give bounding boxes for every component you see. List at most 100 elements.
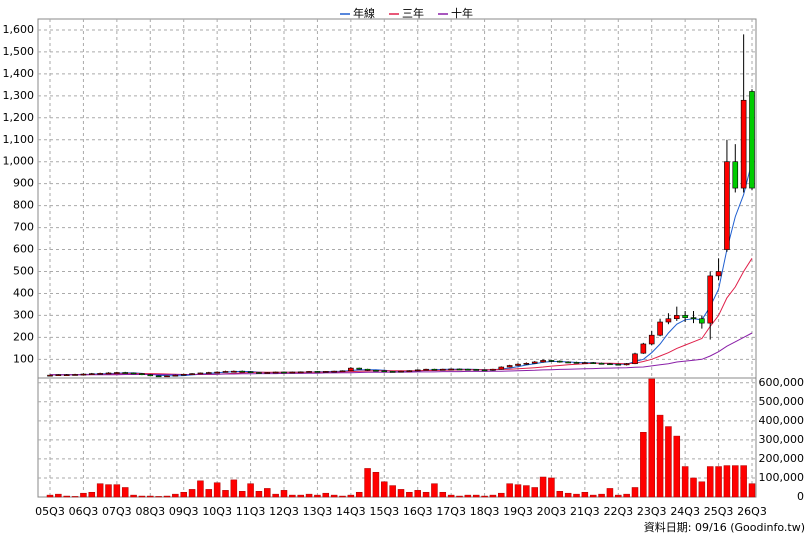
candle-body	[398, 370, 404, 373]
volume-bar	[172, 493, 179, 498]
candle-body	[256, 372, 262, 374]
volume-bar	[698, 481, 706, 498]
candle-body	[740, 99, 747, 189]
y-tick-label: 1,600	[3, 23, 35, 36]
volume-bar	[305, 493, 313, 498]
candle-body	[523, 362, 530, 365]
candle-body	[556, 360, 563, 363]
candle-body	[707, 275, 714, 324]
volume-bar	[80, 492, 87, 498]
candle-body	[272, 371, 279, 374]
volume-bar	[623, 493, 630, 498]
candle-body	[147, 374, 154, 377]
candle-body	[306, 371, 312, 373]
candle-body	[205, 372, 212, 374]
x-tick-label: 19Q3	[503, 505, 533, 518]
candle-body	[247, 371, 254, 373]
candle-body	[114, 372, 120, 374]
volume-bar	[422, 491, 430, 498]
volume-bar	[322, 492, 330, 498]
volume-bar	[205, 489, 213, 498]
volume-bar	[589, 494, 597, 498]
y2-tick-label: 600,000	[759, 376, 805, 389]
ma-line	[50, 161, 753, 377]
x-tick-label: 18Q3	[470, 505, 500, 518]
volume-bar	[648, 378, 655, 498]
candle-body	[724, 161, 730, 250]
candle-body	[389, 371, 396, 373]
candle-body	[582, 362, 588, 364]
candle-body	[673, 315, 680, 320]
volume-bar	[456, 495, 463, 498]
volume-bar	[88, 491, 96, 498]
candle-body	[623, 363, 630, 366]
volume-bar	[222, 490, 229, 498]
candle-body	[356, 367, 363, 370]
volume-bar	[715, 466, 722, 498]
candle-body	[164, 375, 170, 378]
x-tick-label: 16Q3	[403, 505, 433, 518]
volume-bar	[514, 484, 522, 498]
y-tick-label: 1,200	[3, 111, 35, 124]
legend-label: 三年	[402, 6, 424, 20]
x-tick-label: 26Q3	[737, 505, 767, 518]
volume-bar	[406, 491, 413, 498]
volume-bar	[548, 477, 555, 498]
candle-body	[373, 370, 379, 372]
candle-body	[314, 371, 321, 373]
x-tick-label: 11Q3	[236, 505, 266, 518]
y-tick-label: 1,300	[3, 89, 35, 102]
volume-bar	[230, 479, 238, 498]
volume-bar	[706, 466, 714, 498]
volume-bar	[665, 426, 672, 498]
candle-body	[214, 371, 220, 374]
volume-bar	[690, 477, 697, 498]
candle-body	[690, 317, 697, 320]
candle-body	[682, 315, 688, 318]
candle-body	[381, 370, 388, 373]
candle-body	[715, 271, 722, 277]
volume-bar	[673, 435, 681, 498]
volume-bar	[197, 480, 204, 498]
volume-bar	[464, 494, 472, 498]
volume-bar	[397, 489, 405, 498]
volume-bar	[163, 495, 171, 498]
candle-body	[97, 373, 103, 375]
candle-body	[498, 366, 505, 370]
y-tick-label: 1,500	[3, 45, 35, 58]
candle-body	[88, 373, 95, 375]
y-tick-label: 700	[13, 221, 34, 234]
volume-bar	[389, 485, 396, 498]
volume-bar	[523, 485, 530, 498]
x-tick-label: 10Q3	[202, 505, 232, 518]
candle-body	[665, 318, 672, 323]
candle-body	[364, 368, 371, 371]
y2-tick-label: 0	[797, 490, 804, 503]
volume-bar	[280, 490, 288, 498]
volume-bar	[506, 483, 513, 498]
candle-body	[322, 371, 329, 373]
plot-frame	[37, 18, 757, 498]
candle-body	[448, 368, 454, 371]
candle-body	[565, 361, 571, 364]
ma-line	[50, 332, 753, 376]
volume-bar	[188, 489, 196, 498]
volume-bar	[330, 494, 338, 498]
volume-bar	[740, 465, 747, 498]
x-tick-label: 08Q3	[135, 505, 165, 518]
candle-body	[490, 368, 496, 371]
volume-bar	[355, 491, 363, 498]
candle-body	[47, 374, 53, 377]
y-tick-label: 1,400	[3, 67, 35, 80]
volume-bar	[681, 466, 689, 498]
x-tick-label: 23Q3	[637, 505, 667, 518]
candle-body	[139, 373, 145, 376]
volume-bar	[138, 495, 146, 498]
candle-body	[699, 318, 705, 324]
volume-bar	[381, 481, 388, 498]
candle-body	[456, 368, 463, 371]
candle-body	[122, 372, 129, 374]
candle-body	[732, 161, 739, 189]
volume-bar	[489, 494, 497, 498]
candle-body	[481, 369, 488, 372]
